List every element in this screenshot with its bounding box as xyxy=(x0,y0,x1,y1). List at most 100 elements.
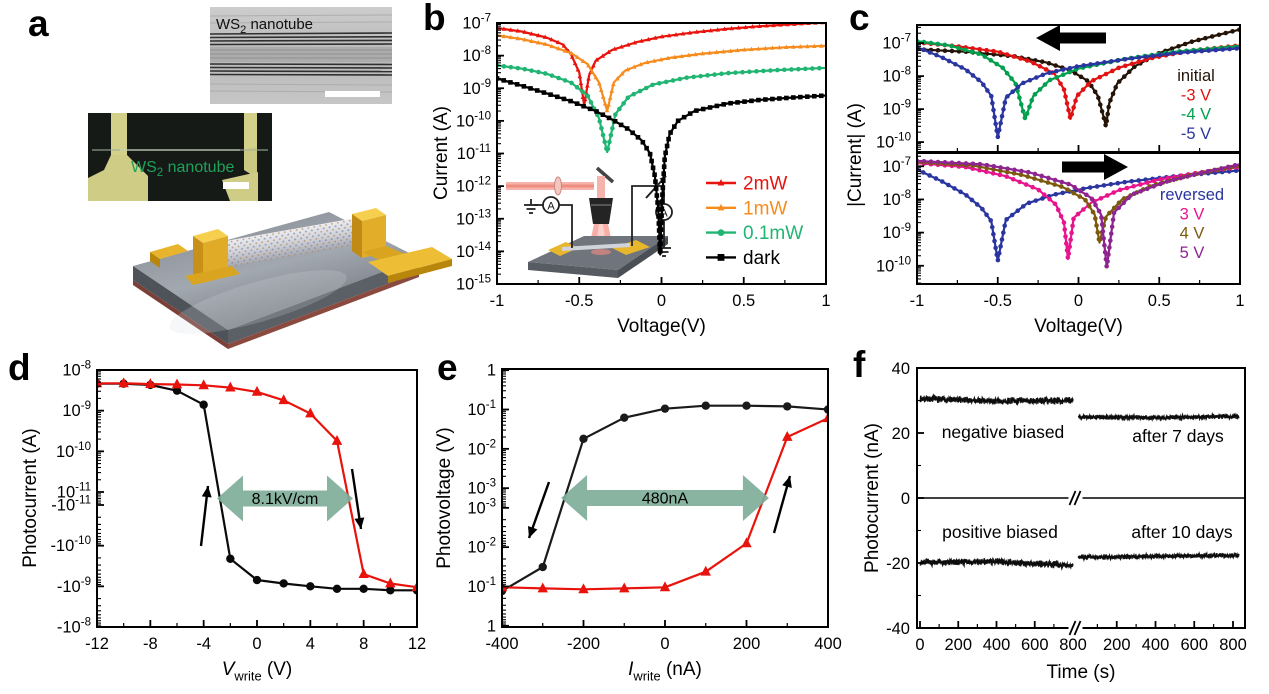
svg-text:after 7 days: after 7 days xyxy=(1132,426,1224,446)
substrate-edge-left xyxy=(133,280,228,349)
panel-letter-c: c xyxy=(849,0,870,38)
svg-text:10-8: 10-8 xyxy=(882,189,911,209)
svg-text:400: 400 xyxy=(1142,636,1170,654)
svg-text:600: 600 xyxy=(1021,636,1049,654)
laser-spot xyxy=(591,249,611,255)
svg-text:10-11: 10-11 xyxy=(457,143,491,163)
left-electrode-pad xyxy=(88,155,148,201)
svg-text:4: 4 xyxy=(306,635,315,653)
svg-text:-1: -1 xyxy=(910,292,925,310)
svg-text:Voltage(V): Voltage(V) xyxy=(617,316,706,337)
panel-letter-a: a xyxy=(28,3,49,44)
svg-text:-40: -40 xyxy=(886,620,910,638)
svg-text:10-1: 10-1 xyxy=(467,576,496,596)
inset-gold-pad-right xyxy=(612,240,650,255)
right-electrode-connector xyxy=(244,146,257,178)
svg-text:-0.5: -0.5 xyxy=(984,292,1012,310)
device-3d-render xyxy=(133,208,452,349)
tem-label: WS2 nanotube xyxy=(216,16,313,36)
svg-text:200: 200 xyxy=(733,635,761,653)
svg-text:10-8: 10-8 xyxy=(462,45,491,65)
svg-text:Iwrite (nA): Iwrite (nA) xyxy=(628,659,702,683)
svg-text:10-8: 10-8 xyxy=(882,66,911,86)
svg-text:10-10: 10-10 xyxy=(876,255,911,275)
gold-far-left-top xyxy=(150,244,188,259)
chart-b: -1 -0.5 0 0.5 1 10-7 10-8 10-9 10-10 10-11 10-12 10… xyxy=(431,13,831,337)
svg-text:Photovoltage (V): Photovoltage (V) xyxy=(434,427,455,569)
svg-text:0: 0 xyxy=(252,635,261,653)
svg-text:1: 1 xyxy=(487,362,496,380)
tem-image: WS2 nanotube xyxy=(209,7,393,104)
svg-text:initial: initial xyxy=(1177,67,1215,85)
svg-text:10-3: 10-3 xyxy=(467,478,496,498)
svg-text:2mW: 2mW xyxy=(743,174,787,195)
core-texture-lines xyxy=(210,49,392,59)
svg-text:0.5: 0.5 xyxy=(1148,292,1171,310)
svg-text:200: 200 xyxy=(1103,636,1131,654)
left-circuit-wires xyxy=(524,199,573,248)
svg-text:negative biased: negative biased xyxy=(942,422,1065,442)
svg-text:800: 800 xyxy=(1219,636,1247,654)
svg-text:400: 400 xyxy=(814,635,842,653)
svg-text:Photocurrent (A): Photocurrent (A) xyxy=(20,428,41,567)
panel-letter-d: d xyxy=(8,347,31,388)
svg-text:-20: -20 xyxy=(886,555,910,573)
svg-text:-8: -8 xyxy=(143,635,158,653)
nanotube-wall-lines-bottom xyxy=(209,63,393,76)
svg-text:0: 0 xyxy=(660,635,669,653)
svg-text:10-7: 10-7 xyxy=(882,156,911,176)
svg-text:-12: -12 xyxy=(85,635,109,653)
svg-text:40: 40 xyxy=(892,360,910,378)
svg-text:0: 0 xyxy=(915,636,924,654)
svg-text:10-1: 10-1 xyxy=(467,399,496,419)
svg-text:10-2: 10-2 xyxy=(467,537,496,557)
optical-scale-bar xyxy=(223,182,249,189)
substrate-sheen xyxy=(169,270,347,334)
panel-letter-b: b xyxy=(423,0,446,38)
svg-text:-4: -4 xyxy=(196,635,211,653)
panel-a-illustrations: WS2 nanotube WS2 nanotube xyxy=(88,7,452,349)
svg-text:10-2: 10-2 xyxy=(467,438,496,458)
svg-text:12: 12 xyxy=(408,635,426,653)
inset-substrate-side xyxy=(618,236,668,278)
svg-text:1mW: 1mW xyxy=(743,198,787,219)
svg-text:-200: -200 xyxy=(567,635,600,653)
svg-text:20: 20 xyxy=(892,425,910,443)
svg-text:Voltage(V): Voltage(V) xyxy=(1034,316,1123,337)
svg-text:0: 0 xyxy=(1074,292,1083,310)
svg-text:400: 400 xyxy=(983,636,1011,654)
panel-b-inset-schematic: A A xyxy=(506,166,673,278)
svg-text:200: 200 xyxy=(944,636,972,654)
svg-text:8: 8 xyxy=(359,635,368,653)
svg-text:-10-9: -10-9 xyxy=(57,576,91,596)
svg-text:10-7: 10-7 xyxy=(462,13,491,33)
objective-lens xyxy=(589,198,613,224)
svg-text:Vwrite (V): Vwrite (V) xyxy=(222,659,293,683)
svg-text:reversed: reversed xyxy=(1160,186,1224,204)
svg-text:10-10: 10-10 xyxy=(56,441,91,461)
svg-text:10-13: 10-13 xyxy=(456,208,491,228)
laser-beam-vertical xyxy=(597,176,605,200)
svg-text:10-7: 10-7 xyxy=(882,33,911,53)
svg-text:|Current| (A): |Current| (A) xyxy=(845,103,866,207)
svg-text:-10-8: -10-8 xyxy=(57,617,91,637)
panel-letter-f: f xyxy=(853,344,866,385)
svg-text:0.1mW: 0.1mW xyxy=(743,223,803,244)
optical-label: WS2 nanotube xyxy=(131,159,234,179)
mirror-icon xyxy=(595,166,615,184)
chart-c-top: 10-7 10-8 10-9 10-10 |Current| (A) initial-3 … xyxy=(845,24,1241,207)
svg-text:10-14: 10-14 xyxy=(456,241,492,261)
substrate-side-front xyxy=(228,258,419,344)
svg-text:480nA: 480nA xyxy=(642,491,689,508)
chart-c-bottom: -1 -0.5 0 0.5 1 10-7 10-8 10-9 10-10 Voltage(V) re… xyxy=(876,152,1245,337)
panel-letter-e: e xyxy=(437,347,458,388)
chart-d: -12 -8 -4 0 4 8 12 10-8 -10-8 10-9 -10-9 10-10 -10-1… xyxy=(20,360,426,684)
ammeter-label-right: A xyxy=(660,208,668,220)
svg-text:800: 800 xyxy=(1059,636,1087,654)
ammeter-icon-left xyxy=(542,196,560,214)
chart-e: -400 -200 0 200 400 1 1 10-1 10-1 10-2 10-2 10-310-… xyxy=(434,362,842,684)
svg-text:-0.5: -0.5 xyxy=(565,292,593,310)
svg-text:10-9: 10-9 xyxy=(882,99,911,119)
